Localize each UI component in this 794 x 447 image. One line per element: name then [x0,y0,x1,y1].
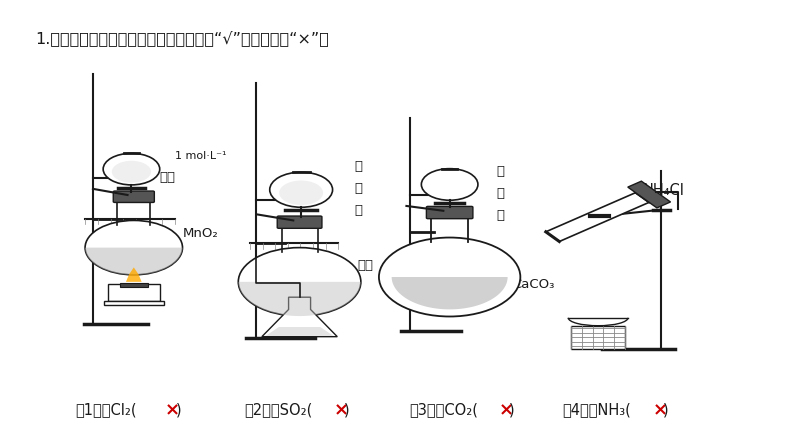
Circle shape [238,248,360,316]
Polygon shape [262,297,337,337]
Polygon shape [126,267,141,282]
Polygon shape [545,193,649,241]
Polygon shape [266,327,333,336]
Text: 1.判断下列试剂使用是否正确，正确的打“√”，错误的打“×”。: 1.判断下列试剂使用是否正确，正确的打“√”，错误的打“×”。 [36,30,330,46]
Circle shape [85,220,183,275]
Text: ): ) [175,402,181,417]
Text: ): ) [345,402,350,417]
FancyBboxPatch shape [426,207,473,219]
Text: 酸: 酸 [355,204,363,217]
Text: ×: × [499,401,515,419]
Text: 浓: 浓 [497,165,505,178]
Bar [104,301,164,305]
FancyBboxPatch shape [114,191,154,202]
Text: 酸: 酸 [497,209,505,222]
Circle shape [103,153,160,185]
Polygon shape [628,181,670,208]
Polygon shape [85,248,183,275]
Text: ×: × [165,401,180,419]
Text: （3）制CO₂(: （3）制CO₂( [409,402,478,417]
Bar [120,283,148,287]
Polygon shape [238,282,360,316]
Circle shape [270,172,333,207]
Circle shape [279,181,323,205]
Text: 硫: 硫 [497,187,505,200]
Text: 硫: 硫 [355,182,363,195]
Text: MnO₂: MnO₂ [183,227,218,240]
Text: 锐片: 锐片 [358,259,374,272]
Text: ×: × [334,401,349,419]
FancyBboxPatch shape [277,216,322,228]
Circle shape [422,169,478,200]
Text: （4）制NH₃(: （4）制NH₃( [562,402,631,417]
Text: ): ) [509,402,515,417]
Text: 1 mol·L⁻¹: 1 mol·L⁻¹ [175,151,226,160]
Polygon shape [391,277,507,309]
Text: （2）制SO₂(: （2）制SO₂( [244,402,312,417]
Text: 稀: 稀 [355,160,363,173]
Circle shape [112,161,151,183]
Bar [108,284,160,301]
Text: CaCO₃: CaCO₃ [512,278,555,291]
Circle shape [379,237,520,316]
Text: 盐酸: 盐酸 [159,171,175,184]
Text: NH₄Cl: NH₄Cl [643,183,684,198]
Bar [572,326,625,349]
Text: ): ) [662,402,669,417]
Text: （1）制Cl₂(: （1）制Cl₂( [75,402,137,417]
Text: ×: × [653,401,668,419]
